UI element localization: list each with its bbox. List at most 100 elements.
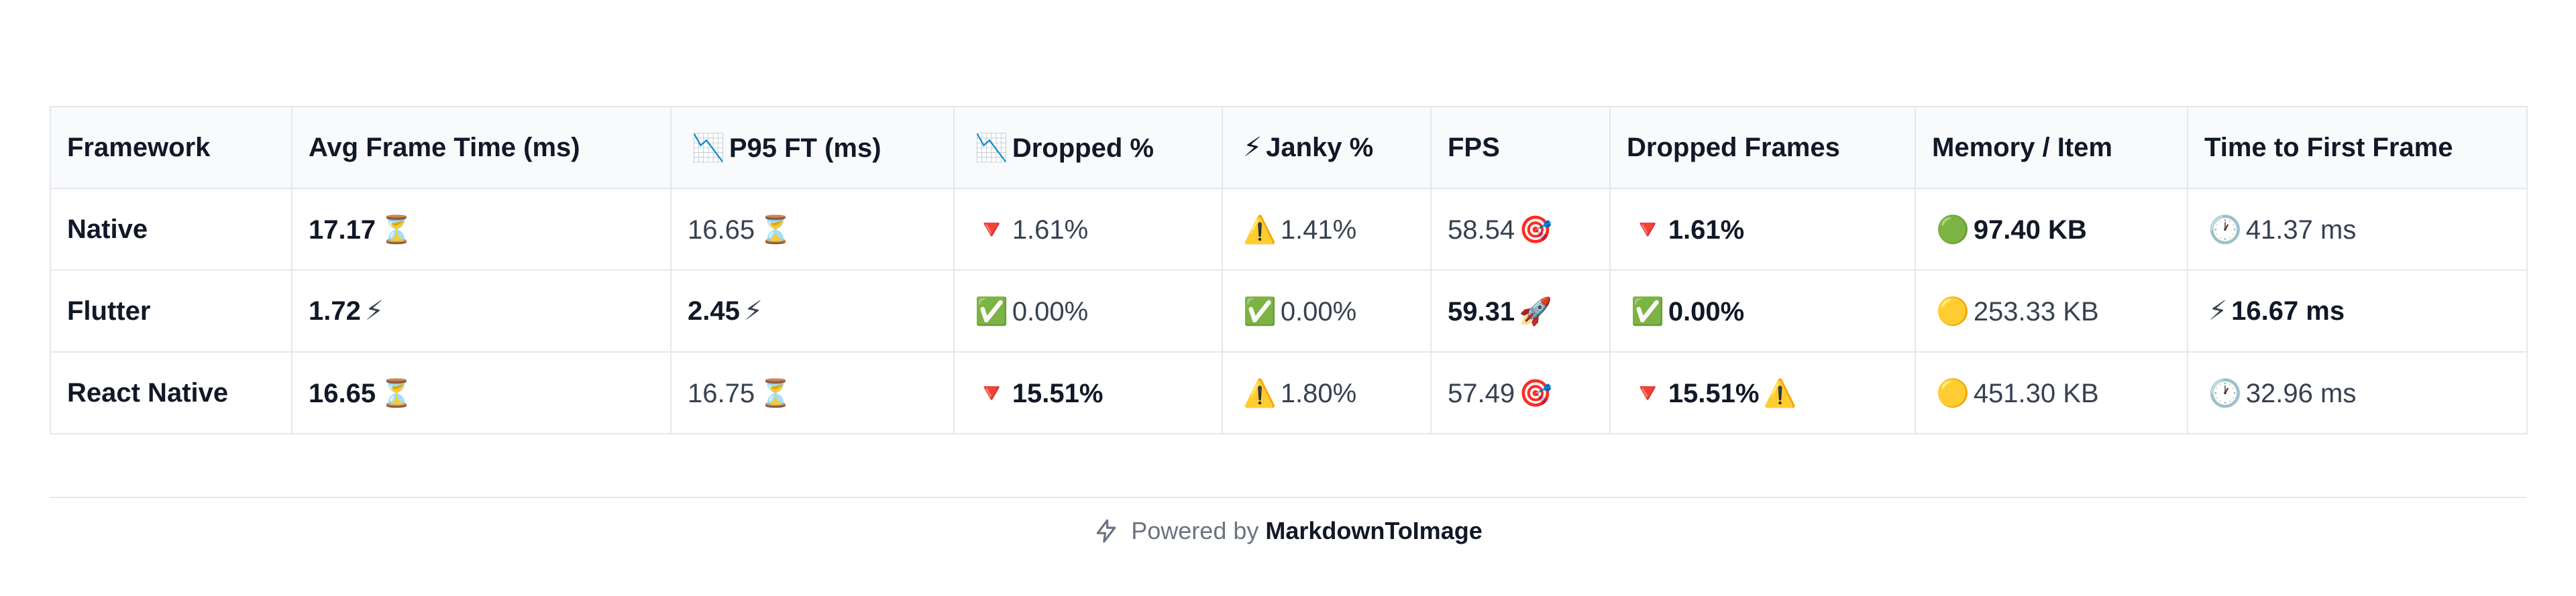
indicator-icon: ⚠️ — [1763, 377, 1797, 409]
cell-value: 97.40 KB — [1973, 215, 2087, 245]
cell-value: 57.49 — [1448, 378, 1515, 408]
table-header-row: Framework Avg Frame Time (ms) 📉 P95 FT (ms)… — [50, 106, 2528, 189]
status-icon: ✅ — [975, 296, 1008, 327]
header-trend-icon: 📉 — [692, 132, 725, 164]
table-cell: ✅ 0.00% — [1609, 270, 1916, 353]
table-cell: 🔻 1.61% — [953, 188, 1223, 271]
cell-value: 0.00% — [1280, 296, 1357, 326]
status-icon: 🟡 — [1936, 296, 1970, 327]
status-icon: 🕐 — [2208, 214, 2242, 245]
cell-value: 253.33 KB — [1973, 296, 2099, 326]
column-header: Avg Frame Time (ms) — [291, 106, 672, 189]
column-header: Time to First Frame — [2187, 106, 2528, 189]
table-cell: 16.65 ⏳ — [670, 188, 955, 271]
indicator-icon: ⚡ — [743, 296, 763, 326]
cell-value: 16.75 — [688, 378, 755, 408]
cell-value: 15.51% — [1668, 378, 1760, 408]
cell-value: 451.30 KB — [1973, 378, 2099, 408]
footer: Powered by MarkdownToImage — [0, 511, 2576, 551]
column-header-label: FPS — [1448, 132, 1500, 162]
status-icon: ⚡ — [2208, 296, 2228, 326]
column-header: Framework — [50, 106, 292, 189]
table-cell: Native — [50, 188, 292, 271]
cell-value: 17.17 — [309, 215, 376, 245]
cell-value: 41.37 ms — [2245, 215, 2357, 245]
table-cell: 57.49 🎯 — [1430, 351, 1611, 434]
table-cell: ✅ 0.00% — [953, 270, 1223, 353]
header-trend-icon: 📉 — [975, 132, 1008, 164]
column-header-label: Framework — [67, 132, 211, 162]
table-cell: ✅ 0.00% — [1222, 270, 1432, 353]
status-icon: 🔻 — [1631, 214, 1664, 245]
cell-value: 1.80% — [1280, 378, 1357, 408]
column-header-label: P95 FT (ms) — [729, 133, 881, 163]
cell-value: 1.72 — [309, 296, 361, 326]
table-cell: 🟢 97.40 KB — [1915, 188, 2188, 271]
column-header-label: Janky % — [1266, 133, 1374, 162]
table-cell: 🟡 253.33 KB — [1915, 270, 2188, 353]
cell-value: 2.45 — [688, 296, 740, 326]
table-cell: 🕐 32.96 ms — [2187, 351, 2528, 434]
cell-value: 59.31 — [1448, 296, 1515, 326]
table-cell: React Native — [50, 351, 292, 434]
status-icon: ✅ — [1243, 296, 1277, 327]
status-icon: 🔻 — [975, 214, 1008, 245]
indicator-icon: ⏳ — [380, 377, 413, 409]
table-cell: 1.72 ⚡ — [291, 270, 672, 353]
table-row: Flutter 1.72 ⚡ 2.45 ⚡ ✅ 0.00% ✅ 0.00% 59.31 🚀 ✅ 0.00… — [50, 270, 2528, 353]
indicator-icon: 🎯 — [1519, 214, 1552, 245]
table-cell: 16.65 ⏳ — [291, 351, 672, 434]
lightning-bolt-icon — [1097, 519, 1116, 543]
footer-prefix: Powered by — [1131, 517, 1259, 544]
footer-brand-link[interactable]: MarkdownToImage — [1265, 517, 1483, 544]
header-trend-icon: ⚡ — [1243, 132, 1263, 163]
column-header: 📉 Dropped % — [953, 106, 1223, 189]
column-header: Dropped Frames — [1609, 106, 1916, 189]
indicator-icon: ⏳ — [380, 214, 413, 245]
status-icon: ⚠️ — [1243, 214, 1277, 245]
table-cell: 🔻 1.61% — [1609, 188, 1916, 271]
table-cell: ⚠️ 1.80% — [1222, 351, 1432, 434]
cell-value: Native — [67, 214, 148, 244]
cell-value: 58.54 — [1448, 215, 1515, 245]
indicator-icon: ⏳ — [759, 377, 792, 409]
cell-value: Flutter — [67, 296, 151, 326]
table-cell: ⚡ 16.67 ms — [2187, 270, 2528, 353]
table-cell: 58.54 🎯 — [1430, 188, 1611, 271]
cell-value: React Native — [67, 377, 229, 408]
table-cell: 16.75 ⏳ — [670, 351, 955, 434]
column-header: ⚡ Janky % — [1222, 106, 1432, 189]
cell-value: 0.00% — [1668, 296, 1745, 326]
table-cell: 🟡 451.30 KB — [1915, 351, 2188, 434]
column-header-label: Dropped % — [1012, 133, 1154, 163]
footer-divider — [50, 497, 2526, 498]
table-row: React Native 16.65 ⏳ 16.75 ⏳ 🔻 15.51% ⚠️ 1.80% 57… — [50, 351, 2528, 434]
table-cell: 17.17 ⏳ — [291, 188, 672, 271]
cell-value: 16.65 — [688, 215, 755, 245]
cell-value: 1.61% — [1668, 215, 1745, 245]
status-icon: 🟡 — [1936, 377, 1970, 409]
table-cell: Flutter — [50, 270, 292, 353]
column-header: FPS — [1430, 106, 1611, 189]
column-header-label: Memory / Item — [1932, 132, 2112, 162]
benchmark-table: Framework Avg Frame Time (ms) 📉 P95 FT (ms)… — [50, 106, 2528, 434]
status-icon: 🔻 — [1631, 377, 1664, 409]
status-icon: ✅ — [1631, 296, 1664, 327]
status-icon: 🕐 — [2208, 377, 2242, 409]
column-header-label: Avg Frame Time (ms) — [309, 132, 580, 162]
column-header-label: Dropped Frames — [1627, 132, 1840, 162]
table-row: Native 17.17 ⏳ 16.65 ⏳ 🔻 1.61% ⚠️ 1.41% 58.54 🎯 🔻 1.… — [50, 188, 2528, 271]
cell-value: 1.41% — [1280, 215, 1357, 245]
cell-value: 15.51% — [1012, 378, 1104, 408]
cell-value: 16.65 — [309, 378, 376, 408]
status-icon: ⚠️ — [1243, 377, 1277, 409]
indicator-icon: ⚡ — [364, 296, 384, 326]
table-cell: ⚠️ 1.41% — [1222, 188, 1432, 271]
cell-value: 0.00% — [1012, 296, 1089, 326]
indicator-icon: ⏳ — [759, 214, 792, 245]
cell-value: 32.96 ms — [2245, 378, 2357, 408]
table-cell: 🔻 15.51% ⚠️ — [1609, 351, 1916, 434]
indicator-icon: 🎯 — [1519, 377, 1552, 409]
table-cell: 🔻 15.51% — [953, 351, 1223, 434]
